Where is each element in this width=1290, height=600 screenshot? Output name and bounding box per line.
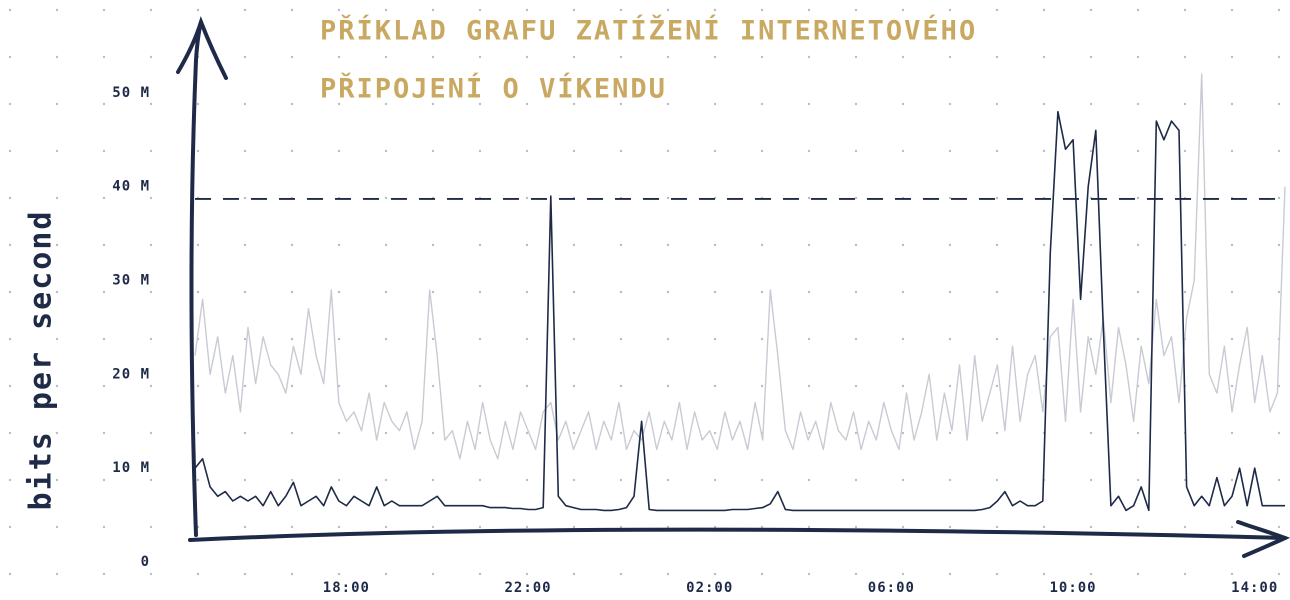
y-axis-label: bits per second (24, 210, 59, 511)
y-tick-label: 20 M (112, 366, 150, 382)
plot-area (194, 73, 1286, 512)
x-tick-label: 06:00 (868, 580, 915, 596)
y-tick-label: 50 M (112, 85, 150, 101)
y-axis-arrow (176, 15, 228, 80)
y-tick-label: 40 M (112, 179, 150, 195)
x-tick-label: 10:00 (1049, 580, 1096, 596)
x-tick-label: 18:00 (323, 580, 370, 596)
x-tick-label: 02:00 (686, 580, 733, 596)
series-line (194, 110, 1285, 512)
y-tick-label: 30 M (112, 273, 150, 289)
y-tick-label: 0 (141, 554, 150, 570)
chart-title: PŘÍKLAD GRAFU ZATÍŽENÍ INTERNETOVÉHO (320, 15, 977, 47)
x-axis-arrow (1236, 520, 1290, 558)
y-axis (189, 20, 203, 537)
x-tick-label: 22:00 (504, 580, 551, 596)
chart-title: PŘIPOJENÍ O VÍKENDU (320, 73, 667, 105)
x-tick-label: 14:00 (1231, 580, 1278, 596)
y-tick-label: 10 M (112, 460, 150, 476)
x-axis (188, 527, 1287, 542)
